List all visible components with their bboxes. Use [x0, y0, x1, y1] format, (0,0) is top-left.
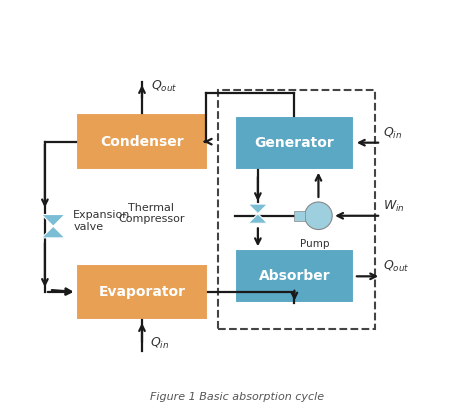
FancyBboxPatch shape: [294, 211, 305, 221]
Circle shape: [305, 202, 332, 230]
FancyBboxPatch shape: [76, 264, 208, 320]
Text: $Q_{out}$: $Q_{out}$: [383, 259, 410, 274]
Polygon shape: [248, 204, 267, 214]
Polygon shape: [42, 226, 65, 238]
Text: Evaporator: Evaporator: [99, 285, 185, 299]
Text: Figure 1 Basic absorption cycle: Figure 1 Basic absorption cycle: [150, 392, 324, 401]
FancyBboxPatch shape: [235, 116, 354, 170]
Text: Thermal
Compressor: Thermal Compressor: [118, 203, 185, 225]
FancyBboxPatch shape: [235, 249, 354, 303]
Text: Expansion
valve: Expansion valve: [73, 210, 131, 232]
Text: $W_{in}$: $W_{in}$: [383, 199, 405, 214]
Text: Condenser: Condenser: [100, 134, 184, 149]
Text: Generator: Generator: [255, 136, 334, 150]
Text: $Q_{in}$: $Q_{in}$: [149, 336, 169, 351]
Polygon shape: [42, 215, 65, 226]
Text: Pump: Pump: [300, 239, 329, 249]
FancyBboxPatch shape: [76, 114, 208, 170]
Text: Absorber: Absorber: [259, 269, 330, 283]
Text: $Q_{out}$: $Q_{out}$: [151, 79, 178, 94]
Polygon shape: [248, 214, 267, 223]
Text: $Q_{in}$: $Q_{in}$: [383, 126, 402, 141]
